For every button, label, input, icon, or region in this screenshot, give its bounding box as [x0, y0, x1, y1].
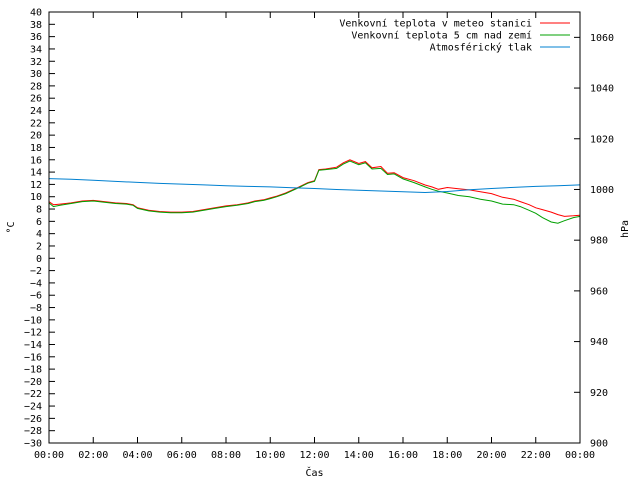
- x-tick-label: 02:00: [78, 450, 108, 461]
- x-tick-label: 22:00: [521, 450, 551, 461]
- y-tick-label: 6: [36, 217, 42, 228]
- x-axis-label: Čas: [305, 466, 323, 479]
- y-tick-label: 34: [30, 44, 42, 55]
- y-tick-label: −22: [24, 389, 42, 400]
- plot-frame: [48, 11, 581, 444]
- y-tick-label: 40: [30, 8, 42, 19]
- y-tick-label: 30: [30, 69, 42, 80]
- y2-tick-label: 900: [590, 439, 608, 450]
- y2-tick-label: 1060: [590, 33, 614, 44]
- y-tick-label: −20: [24, 377, 42, 388]
- y-tick-label: 10: [30, 192, 42, 203]
- y-tick-label: 26: [30, 94, 42, 105]
- y-tick-label: 0: [36, 254, 42, 265]
- y2-tick-label: 980: [590, 236, 608, 247]
- y-tick-label: 16: [30, 155, 42, 166]
- series-line-1: [48, 159, 581, 217]
- y-tick-label: −8: [30, 303, 42, 314]
- y-tick-label: −10: [24, 315, 42, 326]
- y2-tick-label: 1040: [590, 84, 614, 95]
- legend: Venkovní teplota v meteo staniciVenkovní…: [339, 18, 570, 54]
- y-tick-label: −14: [24, 340, 42, 351]
- y-tick-label: 14: [30, 168, 42, 179]
- y2-axis-ticks: 900 920 940 960 980 1000 1020 1040 1060: [574, 33, 614, 450]
- x-tick-label: 16:00: [388, 450, 418, 461]
- y-tick-label: −12: [24, 328, 42, 339]
- y-tick-label: 28: [30, 81, 42, 92]
- y-tick-label: 12: [30, 180, 42, 191]
- y-tick-label: −28: [24, 426, 42, 437]
- series-layer: [48, 159, 581, 224]
- x-tick-label: 00:00: [34, 450, 64, 461]
- legend-label-3: Atmosférický tlak: [430, 42, 532, 54]
- y-tick-label: −2: [30, 266, 42, 277]
- y-tick-label: −30: [24, 439, 42, 450]
- y2-tick-label: 1000: [590, 185, 614, 196]
- y-tick-label: 8: [36, 205, 42, 216]
- y-tick-label: −18: [24, 365, 42, 376]
- y-tick-label: 22: [30, 118, 42, 129]
- y-tick-label: −24: [24, 402, 42, 413]
- x-tick-label: 04:00: [122, 450, 152, 461]
- x-tick-label: 00:00: [565, 450, 595, 461]
- x-tick-label: 20:00: [476, 450, 506, 461]
- y-tick-label: 2: [36, 241, 42, 252]
- y-tick-label: 4: [36, 229, 42, 240]
- y-tick-label: −6: [30, 291, 42, 302]
- x-tick-label: 08:00: [211, 450, 241, 461]
- x-tick-label: 14:00: [344, 450, 374, 461]
- y2-tick-label: 920: [590, 388, 608, 399]
- legend-label-1: Venkovní teplota v meteo stanici: [339, 18, 532, 30]
- y2-tick-label: 960: [590, 286, 608, 297]
- y-tick-label: 32: [30, 57, 42, 68]
- y-tick-label: 18: [30, 143, 42, 154]
- x-tick-label: 18:00: [432, 450, 462, 461]
- series-line-2: [48, 160, 581, 224]
- y2-tick-label: 940: [590, 337, 608, 348]
- y-tick-label: 24: [30, 106, 42, 117]
- y-axis-ticks: −30−28−26−24−22−20−18−16−14−12−10−8−6−4−…: [24, 8, 55, 450]
- y-tick-label: −4: [30, 278, 42, 289]
- y-axis-label: °C: [6, 221, 17, 233]
- y2-tick-label: 1020: [590, 134, 614, 145]
- y-tick-label: −26: [24, 414, 42, 425]
- series-line-3: [48, 178, 581, 194]
- x-tick-label: 06:00: [167, 450, 197, 461]
- x-tick-label: 12:00: [299, 450, 329, 461]
- legend-label-2: Venkovní teplota 5 cm nad zemí: [351, 30, 532, 42]
- x-axis-ticks: 00:00 02:00 04:00 06:00 08:00 10:00 12:00 14:00…: [34, 12, 595, 461]
- x-tick-label: 10:00: [255, 450, 285, 461]
- y-tick-label: 36: [30, 32, 42, 43]
- y-tick-label: −16: [24, 352, 42, 363]
- y-tick-label: 20: [30, 131, 42, 142]
- y2-axis-label: hPa: [620, 220, 631, 238]
- y-tick-label: 38: [30, 20, 42, 31]
